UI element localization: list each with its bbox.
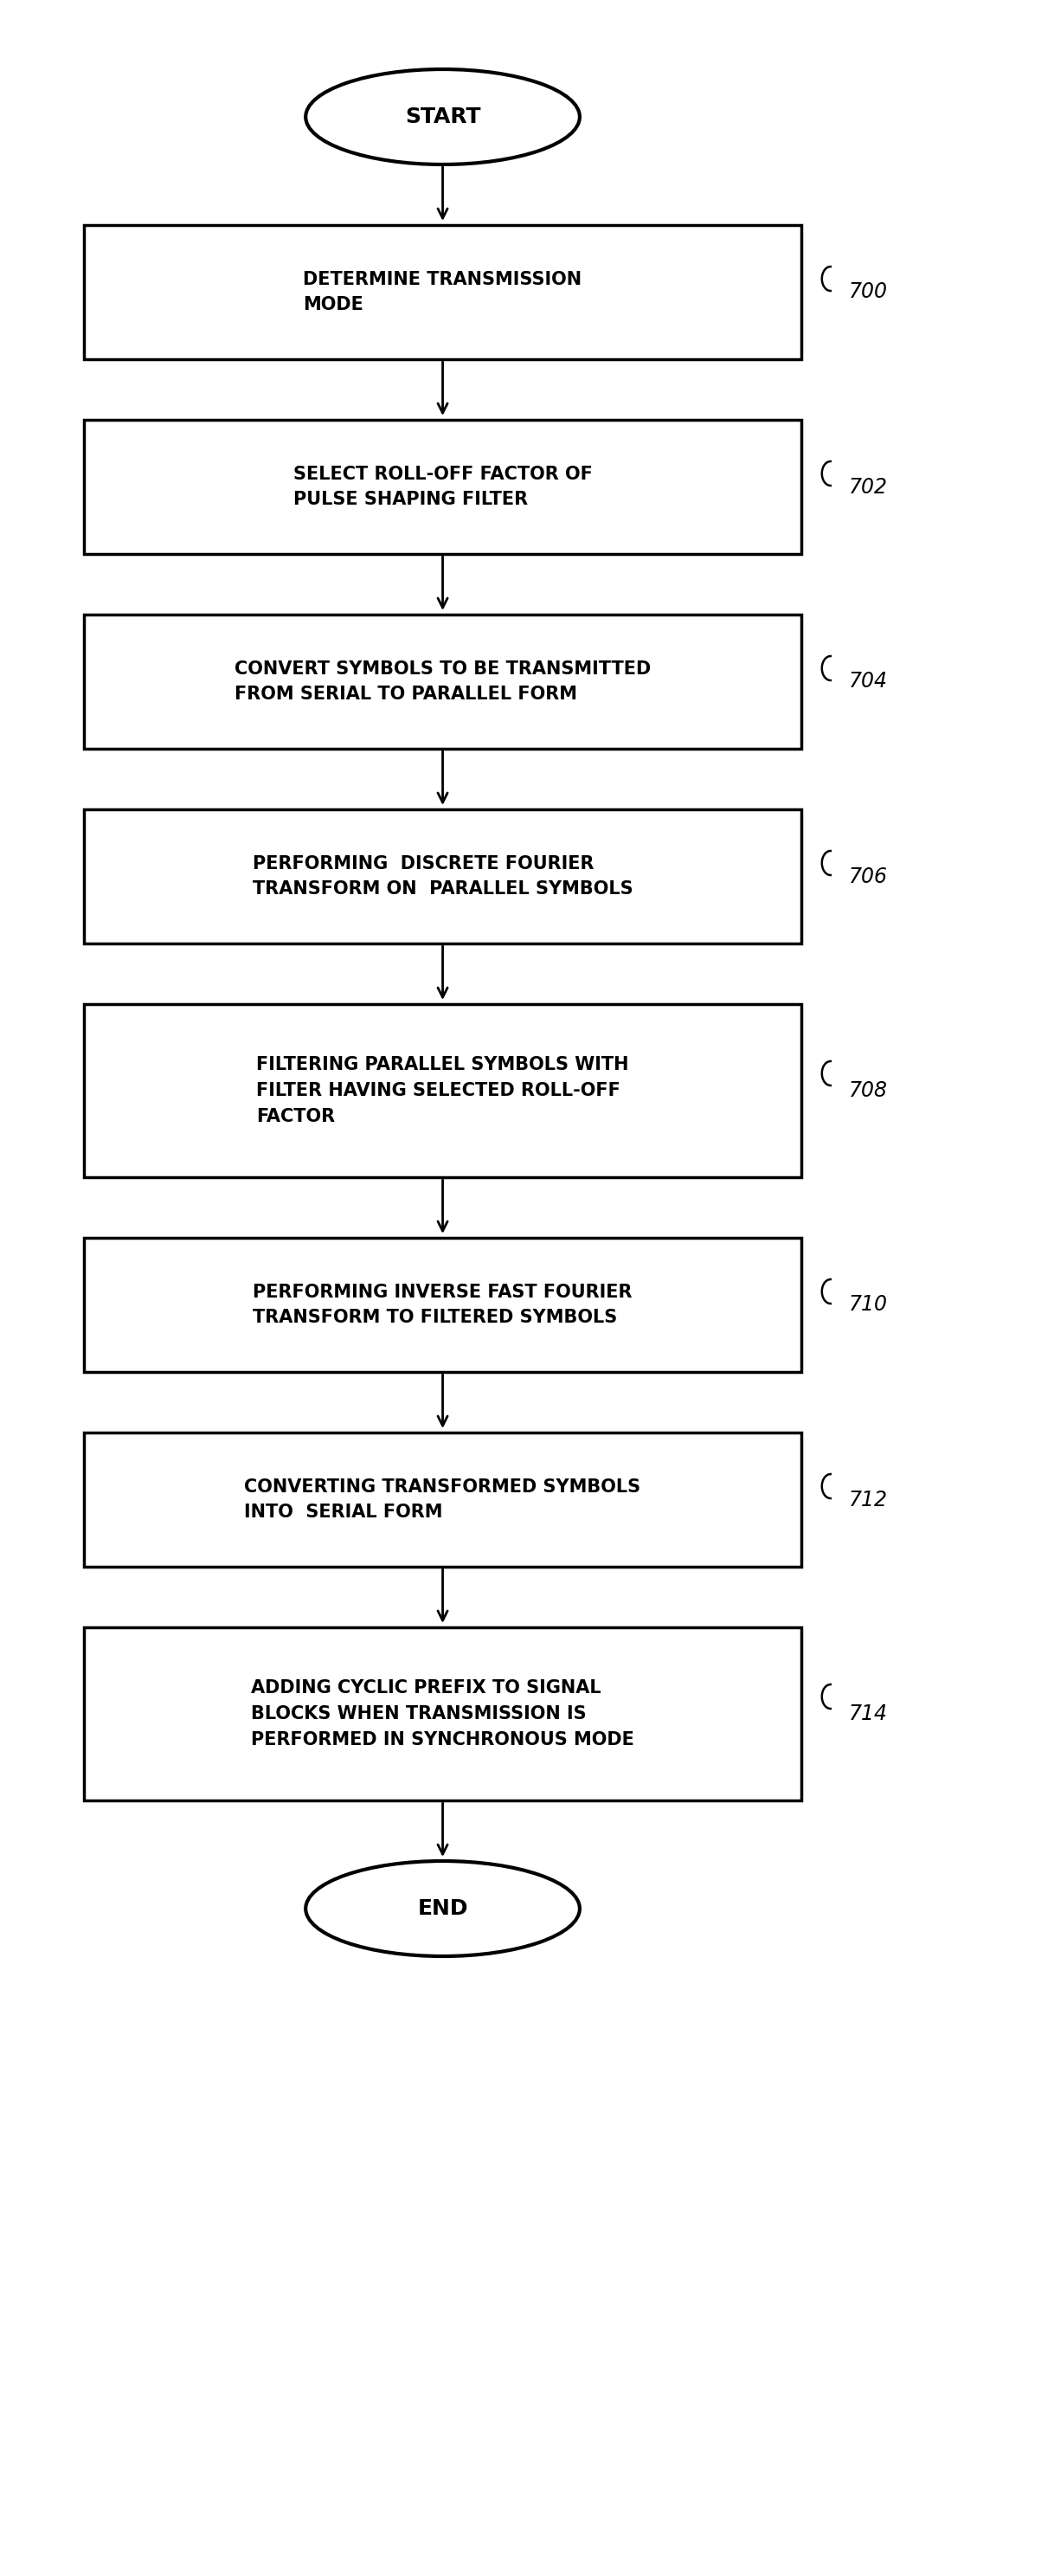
Text: START: START [405,106,481,126]
Text: 700: 700 [848,281,887,301]
Text: 706: 706 [848,866,887,886]
Text: 712: 712 [848,1489,887,1510]
Text: 704: 704 [848,672,887,693]
Text: END: END [417,1899,468,1919]
Text: PERFORMING  DISCRETE FOURIER
TRANSFORM ON  PARALLEL SYMBOLS: PERFORMING DISCRETE FOURIER TRANSFORM ON… [253,855,632,899]
Text: DETERMINE TRANSMISSION
MODE: DETERMINE TRANSMISSION MODE [304,270,582,314]
Text: 702: 702 [848,477,887,497]
Text: 708: 708 [848,1079,887,1100]
Text: FILTERING PARALLEL SYMBOLS WITH
FILTER HAVING SELECTED ROLL-OFF
FACTOR: FILTERING PARALLEL SYMBOLS WITH FILTER H… [256,1056,629,1126]
Text: 714: 714 [848,1703,887,1723]
Text: SELECT ROLL-OFF FACTOR OF
PULSE SHAPING FILTER: SELECT ROLL-OFF FACTOR OF PULSE SHAPING … [293,466,592,507]
Text: CONVERT SYMBOLS TO BE TRANSMITTED
FROM SERIAL TO PARALLEL FORM: CONVERT SYMBOLS TO BE TRANSMITTED FROM S… [234,659,651,703]
Text: 710: 710 [848,1296,887,1316]
Bar [84,224,801,358]
Bar [84,1432,801,1566]
Bar [84,1005,801,1177]
Bar [84,1628,801,1801]
Text: PERFORMING INVERSE FAST FOURIER
TRANSFORM TO FILTERED SYMBOLS: PERFORMING INVERSE FAST FOURIER TRANSFOR… [253,1283,632,1327]
Bar [84,1239,801,1373]
Ellipse shape [306,1860,580,1955]
Bar [84,616,801,750]
Text: CONVERTING TRANSFORMED SYMBOLS
INTO  SERIAL FORM: CONVERTING TRANSFORMED SYMBOLS INTO SERI… [245,1479,641,1520]
Ellipse shape [306,70,580,165]
Bar [84,809,801,943]
Bar [84,420,801,554]
Text: ADDING CYCLIC PREFIX TO SIGNAL
BLOCKS WHEN TRANSMISSION IS
PERFORMED IN SYNCHRON: ADDING CYCLIC PREFIX TO SIGNAL BLOCKS WH… [251,1680,635,1749]
